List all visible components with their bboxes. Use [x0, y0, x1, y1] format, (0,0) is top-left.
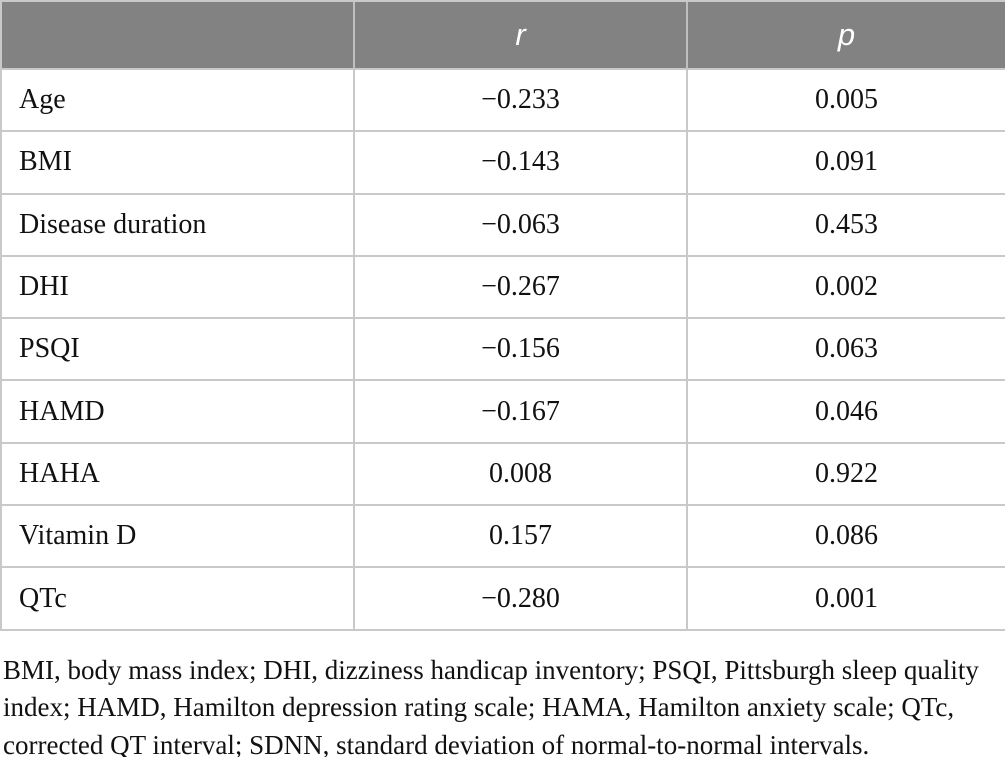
correlation-table: r p Age −0.233 0.005 BMI −0.143 0.091 Di…: [0, 0, 1005, 631]
column-header-p: p: [688, 2, 1005, 70]
p-value-disease-duration: 0.453: [688, 194, 1005, 257]
p-value-hamd: 0.046: [688, 381, 1005, 444]
p-value-haha: 0.922: [688, 443, 1005, 507]
r-value-haha: 0.008: [355, 443, 688, 507]
r-value-qtc: −0.280: [355, 568, 688, 631]
row-label-disease-duration: Disease duration: [2, 194, 355, 257]
column-header-r: r: [355, 2, 688, 70]
column-header-blank: [2, 2, 355, 70]
row-label-hamd: HAMD: [2, 381, 355, 444]
p-value-qtc: 0.001: [688, 568, 1005, 631]
footnote-line: corrected QT interval; SDNN, standard de…: [3, 729, 870, 757]
row-label-age: Age: [2, 70, 355, 133]
table-footnote: BMI, body mass index; DHI, dizziness han…: [0, 652, 1005, 757]
row-label-vitamin-d: Vitamin D: [2, 506, 355, 569]
p-value-dhi: 0.002: [688, 256, 1005, 320]
r-value-hamd: −0.167: [355, 381, 688, 444]
row-label-psqi: PSQI: [2, 319, 355, 382]
row-label-bmi: BMI: [2, 132, 355, 195]
r-value-age: −0.233: [355, 70, 688, 133]
row-label-dhi: DHI: [2, 256, 355, 320]
row-label-qtc: QTc: [2, 568, 355, 631]
row-label-haha: HAHA: [2, 443, 355, 507]
footnote-line: index; HAMD, Hamilton depression rating …: [3, 692, 955, 723]
p-value-vitamin-d: 0.086: [688, 506, 1005, 569]
r-value-vitamin-d: 0.157: [355, 506, 688, 569]
r-value-dhi: −0.267: [355, 256, 688, 320]
r-value-psqi: −0.156: [355, 319, 688, 382]
p-value-psqi: 0.063: [688, 319, 1005, 382]
footnote-line: BMI, body mass index; DHI, dizziness han…: [3, 654, 979, 685]
p-value-age: 0.005: [688, 70, 1005, 133]
p-value-bmi: 0.091: [688, 132, 1005, 195]
r-value-disease-duration: −0.063: [355, 194, 688, 257]
r-value-bmi: −0.143: [355, 132, 688, 195]
